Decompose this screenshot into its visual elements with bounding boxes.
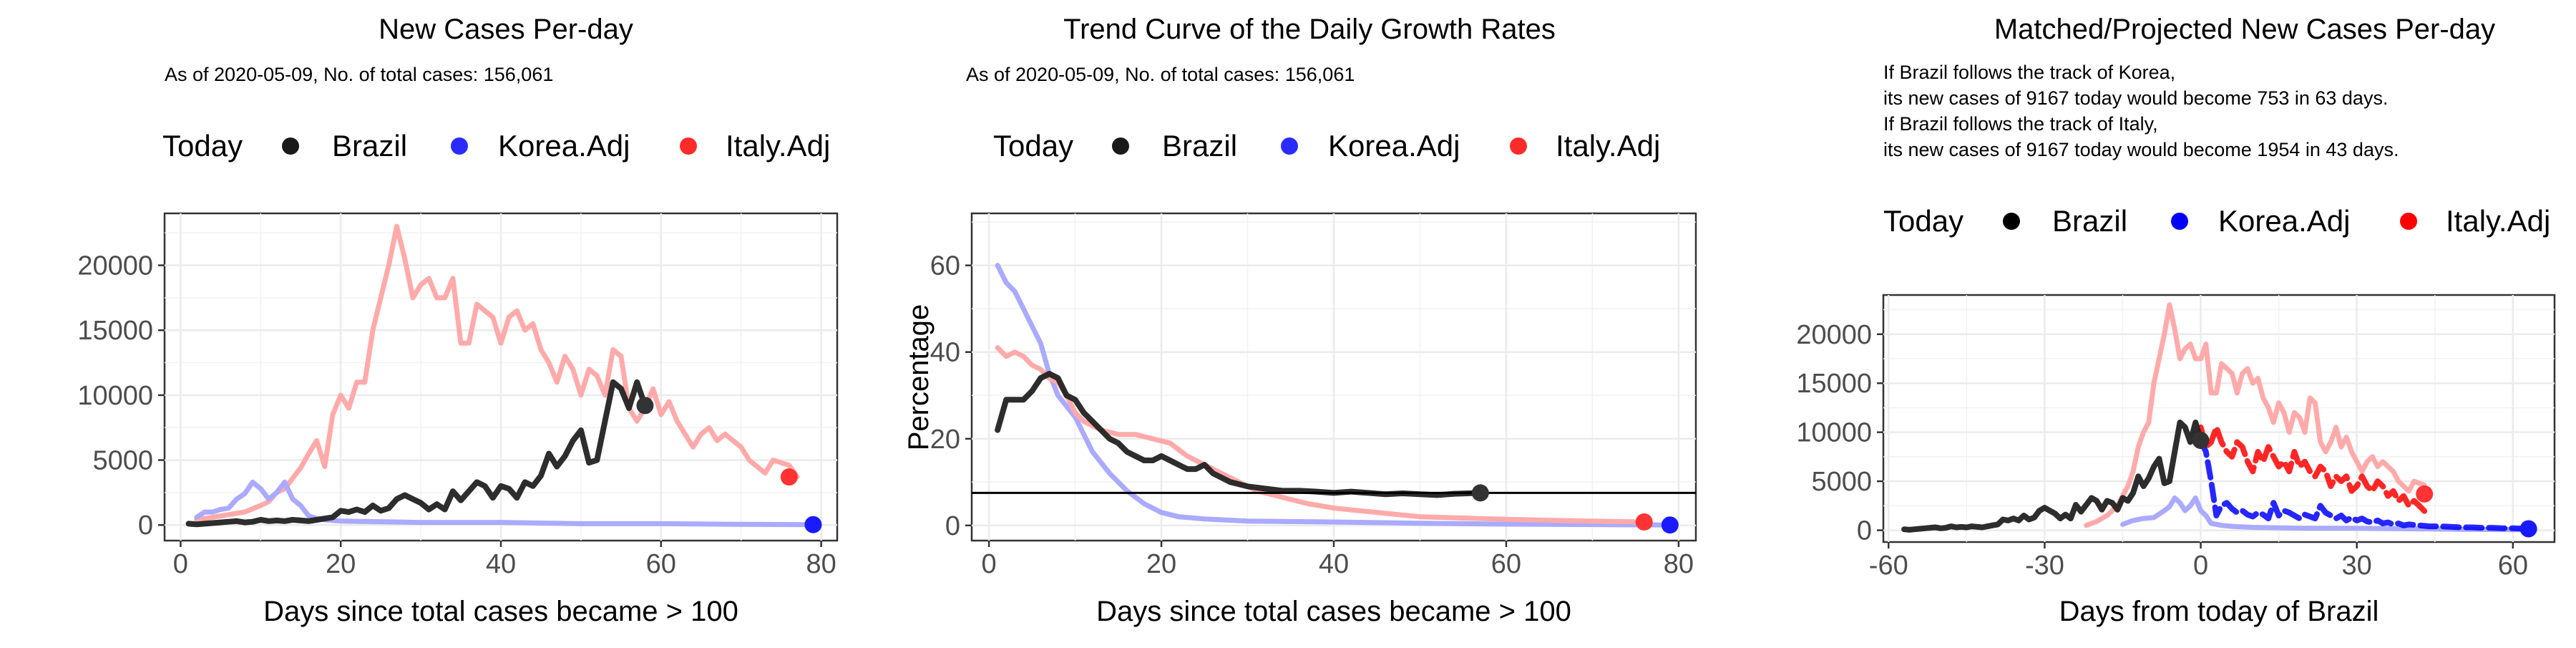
x-tick-label: 40 — [486, 549, 516, 579]
y-tick-label: 60 — [930, 251, 960, 281]
legend-marker-italy — [1510, 137, 1527, 155]
x-tick-label: 20 — [1146, 549, 1176, 579]
plot-area: -60 -30 0 30 60 0 5000 10000 15000 20000 — [1796, 294, 2556, 581]
y-tick-label: 0 — [138, 511, 153, 541]
y-tick-label: 40 — [930, 338, 960, 368]
legend-label-korea: Korea.Adj — [498, 129, 630, 163]
y-tick-label: 0 — [1857, 516, 1872, 546]
x-axis-label: Days since total cases became > 100 — [263, 596, 738, 627]
chart-subtitle-line: As of 2020-05-09, No. of total cases: 15… — [165, 64, 553, 85]
legend-label-brazil: Brazil — [2052, 204, 2127, 238]
chart-svg: Trend Curve of the Daily Growth Rates As… — [903, 14, 1697, 627]
chart-subtitle-line: As of 2020-05-09, No. of total cases: 15… — [966, 64, 1355, 85]
legend-marker-brazil — [2003, 213, 2020, 230]
y-tick-label: 10000 — [77, 381, 153, 411]
legend-marker-italy — [680, 137, 697, 155]
x-tick-label: 0 — [982, 549, 997, 579]
x-tick-label: 30 — [2342, 551, 2372, 581]
x-tick-label: -30 — [2025, 551, 2064, 581]
series-line-korea-adj-history — [2120, 495, 2532, 533]
legend-title: Today — [993, 129, 1073, 163]
legend-title: Today — [162, 129, 243, 163]
series-line-italy-adj-history — [995, 345, 1647, 525]
series-line-brazil — [1901, 420, 2204, 533]
series-line-italy-adj-history — [194, 223, 800, 523]
x-tick-label: 60 — [1491, 549, 1521, 579]
series-line-korea-adj-history — [194, 479, 816, 528]
today-marker-italy-adj — [2416, 485, 2434, 503]
series-line-italy-adj-projected — [2197, 424, 2428, 514]
y-tick-label: 15000 — [1796, 369, 1872, 399]
legend: Today Brazil Korea.Adj Italy.Adj — [1883, 204, 2550, 238]
y-tick-label: 20000 — [77, 251, 153, 281]
legend-marker-korea — [451, 137, 468, 155]
today-marker-brazil — [2192, 432, 2210, 450]
today-marker-korea-adj — [1661, 516, 1679, 534]
chart-subtitle-line: If Brazil follows the track of Italy, — [1883, 113, 2158, 135]
today-marker-italy-adj — [1635, 513, 1653, 531]
series-line-korea-adj-projected — [2197, 437, 2532, 532]
y-tick-label: 0 — [945, 511, 960, 541]
series-line-brazil — [995, 371, 1483, 498]
x-tick-label: 0 — [173, 549, 188, 579]
y-tick-label: 20 — [930, 425, 960, 455]
today-marker-korea-adj — [2519, 520, 2537, 538]
chart-subtitle-line: If Brazil follows the track of Korea, — [1883, 62, 2175, 83]
x-tick-label: 60 — [2498, 551, 2528, 581]
today-marker-korea-adj — [804, 516, 822, 533]
today-marker-italy-adj — [780, 468, 798, 486]
panel-projected-cases: Matched/Projected New Cases Per-day If B… — [1717, 0, 2576, 644]
series-line-brazil — [185, 379, 648, 528]
legend-label-italy: Italy.Adj — [1556, 129, 1660, 163]
panel-new-cases: New Cases Per-day As of 2020-05-09, No. … — [0, 0, 859, 644]
legend-label-brazil: Brazil — [332, 129, 407, 163]
chart-svg: New Cases Per-day As of 2020-05-09, No. … — [77, 14, 839, 627]
series-line-italy-adj-history — [2084, 302, 2427, 528]
legend-label-korea: Korea.Adj — [2218, 204, 2350, 238]
x-tick-label: 20 — [326, 549, 356, 579]
chart-subtitle-line: its new cases of 9167 today would become… — [1883, 87, 2388, 109]
today-marker-brazil — [636, 397, 654, 415]
today-marker-brazil — [1471, 484, 1489, 502]
legend-marker-korea — [2171, 213, 2188, 230]
series-line-korea-adj-history — [995, 263, 1673, 528]
x-axis-label: Days since total cases became > 100 — [1096, 596, 1571, 627]
x-tick-label: 0 — [2193, 551, 2208, 581]
legend-label-italy: Italy.Adj — [726, 129, 830, 163]
x-tick-label: 40 — [1319, 549, 1349, 579]
legend-marker-brazil — [282, 137, 299, 155]
legend-label-brazil: Brazil — [1162, 129, 1237, 163]
y-tick-label: 5000 — [1811, 467, 1872, 497]
legend: Today Brazil Korea.Adj Italy.Adj — [993, 129, 1660, 163]
legend-title: Today — [1883, 204, 1963, 238]
chart-title: New Cases Per-day — [379, 14, 633, 45]
plot-border — [1882, 294, 2556, 543]
legend-marker-italy — [2400, 213, 2417, 230]
x-tick-label: 60 — [646, 549, 676, 579]
x-tick-label: -60 — [1869, 551, 1908, 581]
legend-label-korea: Korea.Adj — [1328, 129, 1460, 163]
plot-area: 0 20 40 60 80 0 20 40 60 — [930, 212, 1697, 579]
y-axis-label: Percentage — [903, 304, 935, 451]
chart-svg: Matched/Projected New Cases Per-day If B… — [1796, 14, 2556, 627]
chart-title: Trend Curve of the Daily Growth Rates — [1063, 14, 1556, 45]
panel-growth-rates: Trend Curve of the Daily Growth Rates As… — [859, 0, 1717, 644]
x-tick-label: 80 — [806, 549, 836, 579]
legend-marker-brazil — [1112, 137, 1129, 155]
y-tick-label: 15000 — [77, 316, 153, 346]
chart-subtitle-line: its new cases of 9167 today would become… — [1883, 139, 2399, 160]
y-tick-label: 10000 — [1796, 418, 1872, 448]
legend-marker-korea — [1281, 137, 1298, 155]
legend: Today Brazil Korea.Adj Italy.Adj — [162, 129, 830, 163]
legend-label-italy: Italy.Adj — [2446, 204, 2550, 238]
plot-area: 0 20 40 60 80 0 5000 10000 15000 20000 — [77, 212, 839, 579]
y-tick-label: 5000 — [92, 446, 153, 476]
chart-title: Matched/Projected New Cases Per-day — [1994, 14, 2495, 45]
x-tick-label: 80 — [1664, 549, 1694, 579]
x-axis-label: Days from today of Brazil — [2059, 596, 2379, 627]
y-tick-label: 20000 — [1796, 320, 1872, 350]
